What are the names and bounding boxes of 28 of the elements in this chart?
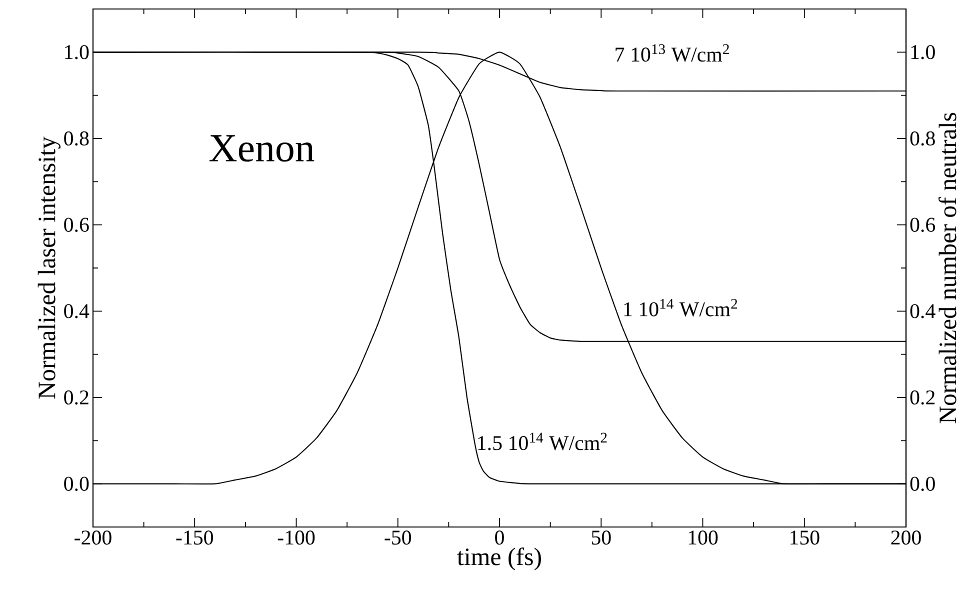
x-tick-label: 0 — [495, 530, 504, 545]
y2-axis-title: Normalized number of neutrals — [938, 112, 956, 424]
y2-tick-label: 0.2 — [910, 390, 935, 405]
y2-tick-label: 0.8 — [910, 131, 935, 146]
y-tick-label: 1.0 — [65, 45, 89, 60]
annotation: Xenon — [209, 135, 314, 162]
y-tick-label: 0.0 — [64, 476, 89, 491]
y2-tick-label: 0.4 — [910, 304, 936, 318]
x-tick-label: 50 — [592, 530, 611, 545]
y-tick-label: 0.2 — [64, 390, 88, 405]
x-tick-label: -50 — [384, 530, 412, 545]
x-axis-title: time (fs) — [457, 547, 541, 570]
y2-tick-label: 0.0 — [910, 476, 935, 491]
x-tick-label: -150 — [176, 530, 214, 545]
x-tick-label: 200 — [891, 530, 921, 545]
series-label: 7 10$^{13}$ W/cm$^{2}$ — [616, 44, 729, 62]
y-tick-label: 0.8 — [64, 131, 89, 146]
x-tick-label: -100 — [278, 530, 315, 545]
series-label: 1 10$^{14}$ W/cm$^{2}$ — [624, 298, 738, 316]
y-tick-label: 0.6 — [64, 218, 89, 232]
x-tick-label: 150 — [790, 530, 820, 545]
y2-tick-label: 0.6 — [910, 218, 936, 232]
y-axis-title: Normalized laser intensity — [38, 136, 60, 399]
x-tick-label: 100 — [688, 530, 718, 545]
y2-tick-label: 1.0 — [911, 45, 935, 60]
x-tick-label: -200 — [74, 530, 112, 545]
series-label: 1.5 10$^{14}$ W/cm$^{2}$ — [478, 432, 607, 450]
y-tick-label: 0.4 — [64, 304, 90, 318]
